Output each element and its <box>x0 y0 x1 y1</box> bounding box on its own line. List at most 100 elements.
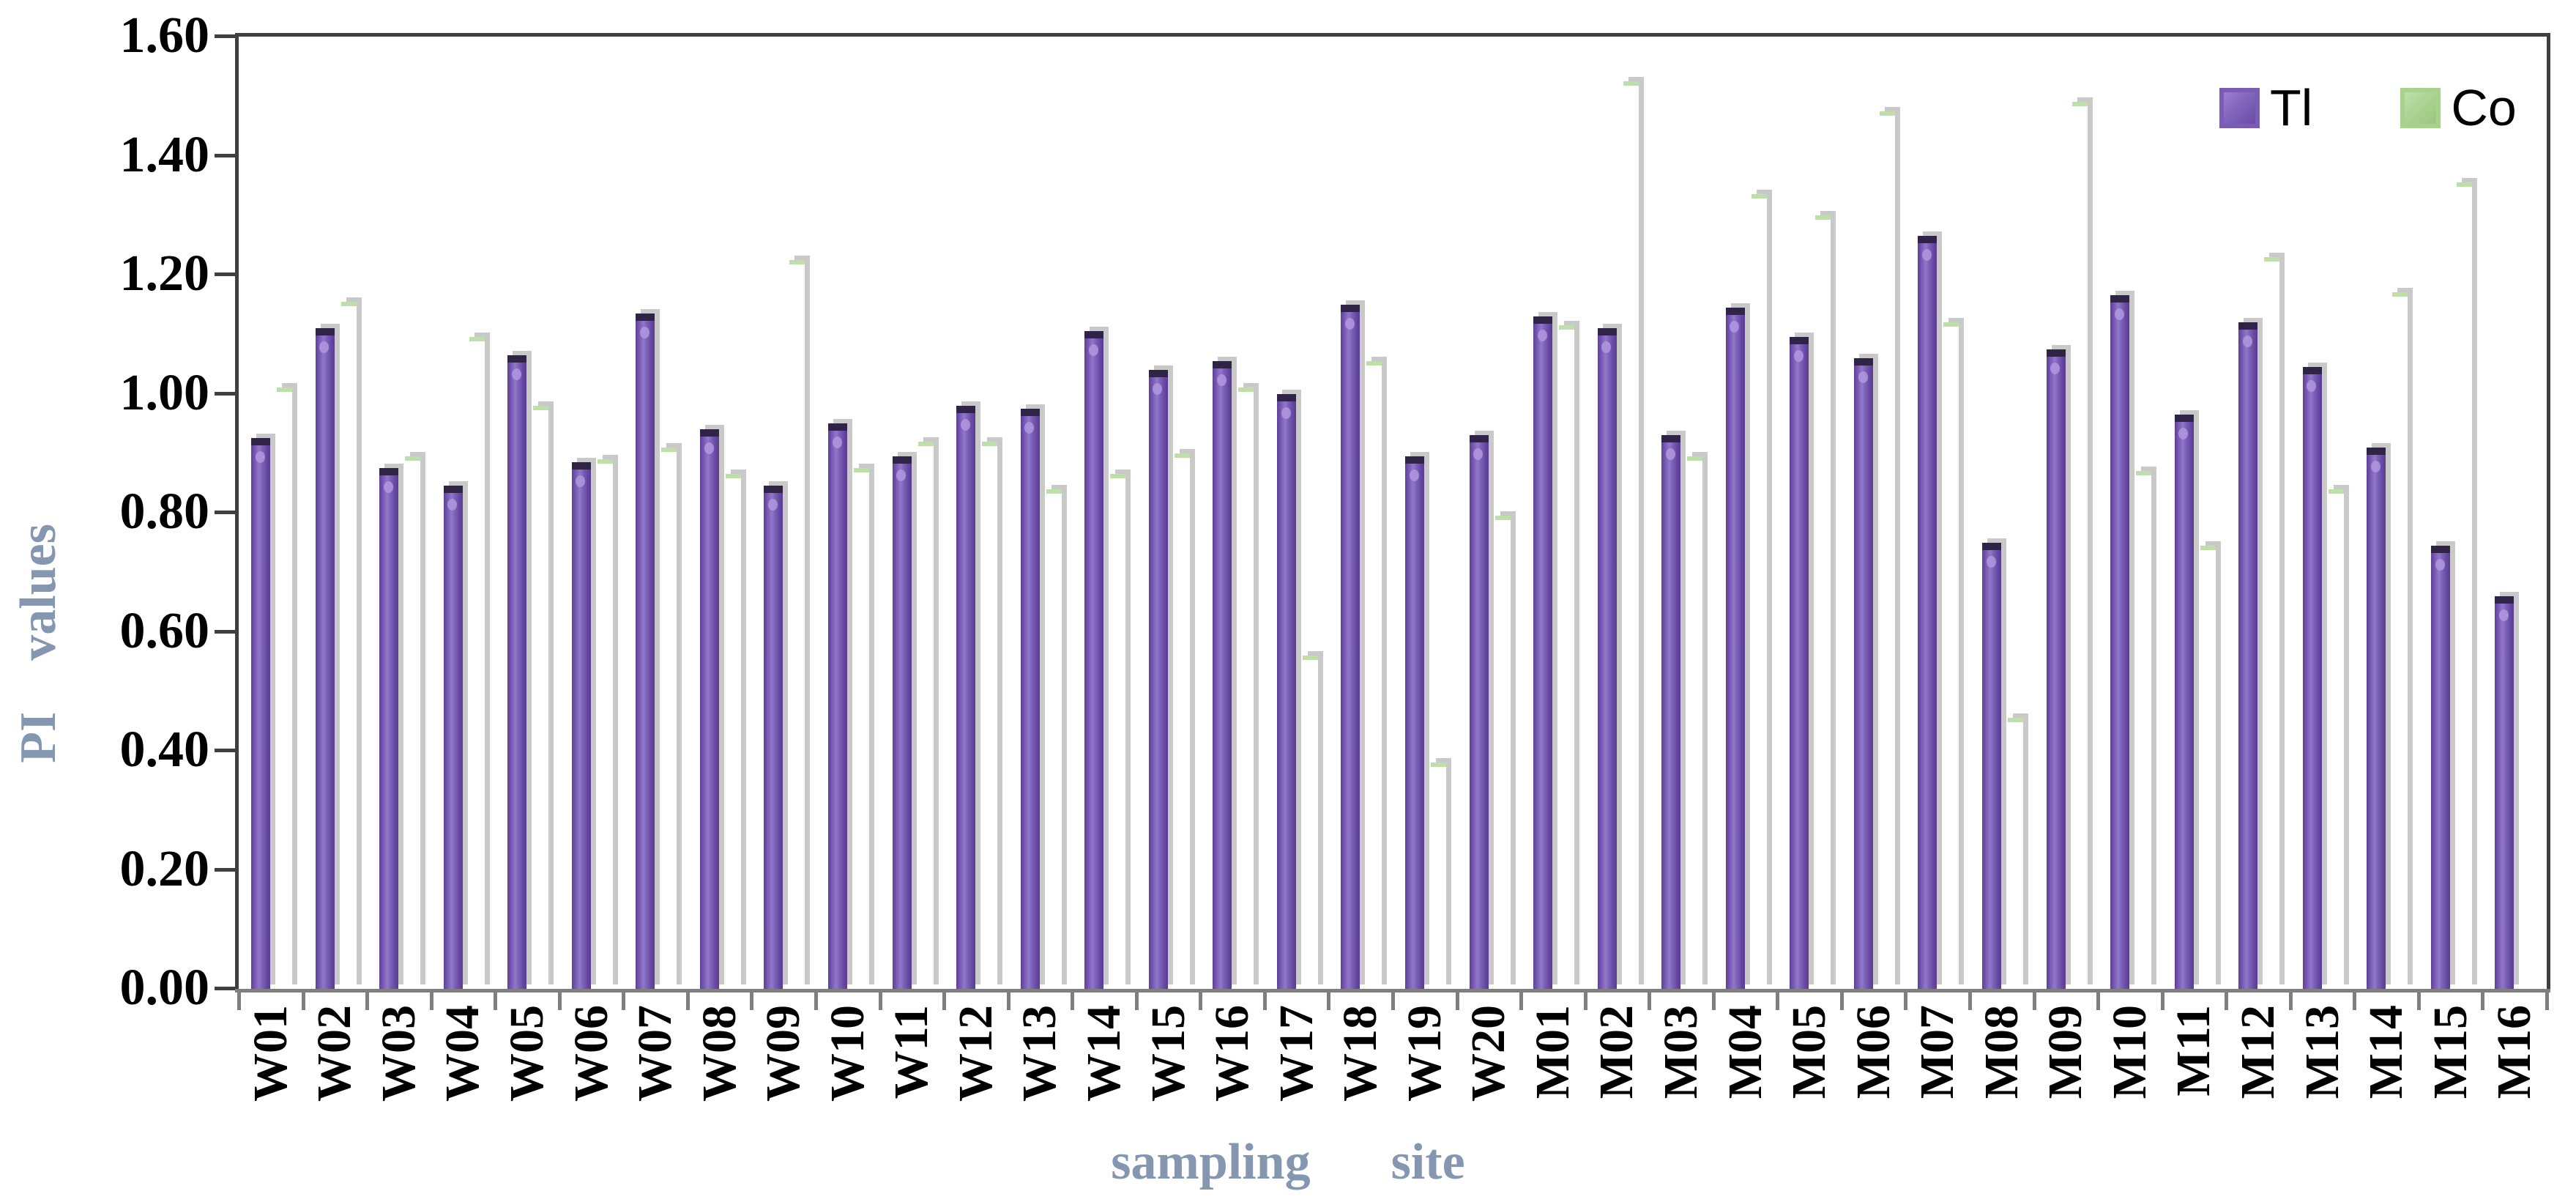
x-label-M09: M09 <box>2039 1005 2093 1099</box>
x-tick-mark <box>301 993 305 1010</box>
bar-co-M01 <box>1559 325 1575 989</box>
x-tick-mark <box>2096 993 2101 1010</box>
y-axis-title: PI values <box>10 524 67 763</box>
y-tick-label: 1.20 <box>119 245 210 302</box>
x-tick-mark <box>878 993 882 1010</box>
y-tick-mark <box>215 34 235 38</box>
bar-co-W10 <box>854 468 869 989</box>
x-tick-mark <box>1519 993 1524 1010</box>
x-label-M15: M15 <box>2423 1005 2477 1099</box>
bar-co-W05 <box>533 405 549 989</box>
x-label-W16: W16 <box>1205 1005 1259 1102</box>
legend-label-tl: Tl <box>2270 79 2313 136</box>
x-tick-mark <box>1904 993 1908 1010</box>
x-tick-mark <box>1583 993 1587 1010</box>
x-label-W17: W17 <box>1269 1005 1323 1102</box>
bar-co-M05 <box>1815 215 1831 989</box>
legend: Tl Co <box>2219 82 2517 133</box>
x-tick-mark <box>685 993 690 1010</box>
bar-co-M08 <box>2008 718 2023 989</box>
x-tick-mark <box>2225 993 2229 1010</box>
bar-tl-M09 <box>2046 349 2066 989</box>
y-tick-label: 0.80 <box>119 483 210 540</box>
x-label-M14: M14 <box>2359 1005 2413 1099</box>
bar-tl-W18 <box>1341 304 1360 989</box>
y-tick-label: 0.00 <box>119 960 210 1016</box>
bar-tl-W05 <box>507 355 527 989</box>
x-label-M12: M12 <box>2231 1005 2285 1099</box>
bar-tl-M11 <box>2174 414 2194 989</box>
bar-tl-W07 <box>636 313 655 989</box>
bar-co-W19 <box>1431 763 1446 989</box>
x-tick-mark <box>1839 993 1844 1010</box>
bar-co-M13 <box>2328 489 2344 990</box>
y-tick-mark <box>215 153 235 157</box>
bar-co-M09 <box>2071 102 2088 989</box>
bar-co-M04 <box>1751 194 1767 989</box>
bar-co-M02 <box>1623 81 1639 989</box>
bar-tl-M01 <box>1533 316 1553 989</box>
x-label-M10: M10 <box>2102 1005 2156 1099</box>
x-tick-mark <box>1327 993 1331 1010</box>
bar-co-W08 <box>725 474 741 989</box>
y-tick-label: 0.20 <box>119 840 210 897</box>
x-label-W02: W02 <box>308 1005 362 1102</box>
bar-co-W17 <box>1302 656 1318 989</box>
legend-swatch-tl <box>2219 87 2260 128</box>
bar-tl-M12 <box>2238 322 2258 989</box>
x-tick-mark <box>1071 993 1075 1010</box>
bar-co-W20 <box>1494 516 1511 989</box>
x-tick-mark <box>1648 993 1652 1010</box>
x-label-M13: M13 <box>2295 1005 2349 1099</box>
bar-co-M15 <box>2456 182 2472 989</box>
y-tick-mark <box>215 867 235 872</box>
bar-co-M07 <box>1943 322 1959 989</box>
bar-tl-W20 <box>1469 435 1489 989</box>
bar-co-W02 <box>340 301 357 989</box>
bar-co-W16 <box>1238 387 1254 989</box>
bar-tl-W10 <box>828 423 847 989</box>
x-tick-mark <box>1968 993 1972 1010</box>
x-tick-mark <box>2481 993 2485 1010</box>
y-tick-mark <box>215 511 235 514</box>
y-tick-mark <box>215 987 235 990</box>
x-axis-title-word2: site <box>1391 1134 1465 1190</box>
x-label-M08: M08 <box>1974 1005 2028 1099</box>
x-label-M01: M01 <box>1525 1005 1579 1099</box>
bar-tl-W19 <box>1405 456 1424 989</box>
bar-tl-W04 <box>443 486 463 989</box>
x-tick-mark <box>1134 993 1139 1010</box>
bar-co-W04 <box>469 337 485 989</box>
bar-tl-W03 <box>379 468 399 989</box>
x-axis-title: sampling site <box>0 1137 2576 1188</box>
plot-right-border <box>2547 33 2550 993</box>
bar-tl-W02 <box>315 328 335 989</box>
bar-tl-W15 <box>1148 370 1168 989</box>
bar-co-W14 <box>1110 474 1126 989</box>
x-tick-mark <box>1455 993 1459 1010</box>
bar-co-M10 <box>2136 471 2152 989</box>
bar-tl-M13 <box>2302 366 2322 989</box>
plot-top-border <box>235 33 2550 37</box>
x-label-W18: W18 <box>1333 1005 1388 1102</box>
y-tick-mark <box>215 272 235 276</box>
x-tick-mark <box>1199 993 1203 1010</box>
bar-co-W11 <box>917 441 934 990</box>
x-label-W04: W04 <box>436 1005 490 1102</box>
y-axis-line <box>235 33 239 993</box>
x-tick-mark <box>237 993 241 1010</box>
y-tick-label: 1.40 <box>119 126 210 183</box>
bar-co-M12 <box>2264 256 2280 989</box>
x-label-M02: M02 <box>1590 1005 1644 1099</box>
y-tick-label: 1.00 <box>119 364 210 421</box>
bar-tl-M06 <box>1853 357 1873 989</box>
x-tick-mark <box>750 993 754 1010</box>
x-label-W06: W06 <box>564 1005 618 1102</box>
x-tick-mark <box>557 993 562 1010</box>
y-tick-mark <box>215 391 235 396</box>
bar-co-W18 <box>1366 360 1382 989</box>
bar-tl-W08 <box>699 429 719 989</box>
y-tick-label: 0.60 <box>119 602 210 659</box>
bar-co-W13 <box>1046 489 1062 990</box>
x-tick-mark <box>1776 993 1780 1010</box>
